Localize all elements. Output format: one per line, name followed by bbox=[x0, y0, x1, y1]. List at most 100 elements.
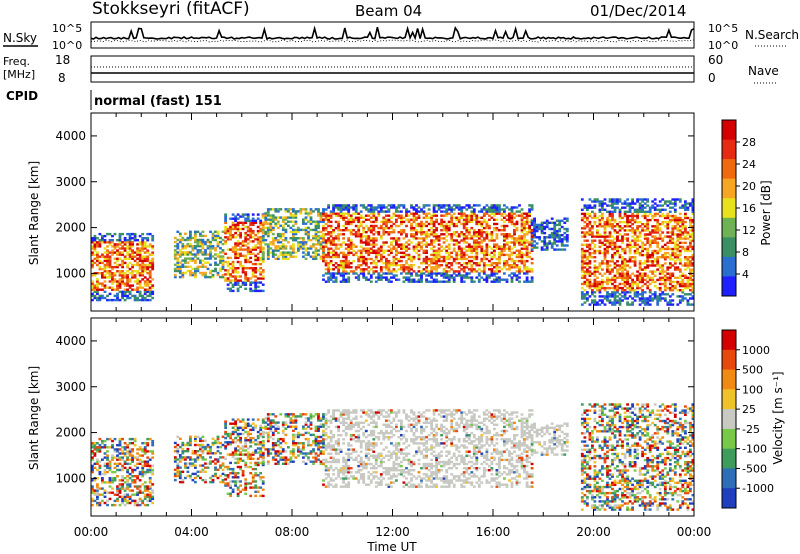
power-cell bbox=[515, 229, 519, 232]
power-cell bbox=[684, 206, 687, 209]
power-cell bbox=[518, 253, 521, 257]
power-cell bbox=[480, 229, 484, 232]
power-cell bbox=[490, 204, 494, 207]
power-cell bbox=[485, 210, 489, 213]
power-cell bbox=[636, 282, 639, 286]
power-cell bbox=[648, 276, 652, 279]
power-cell bbox=[510, 220, 514, 224]
power-cell bbox=[510, 237, 514, 240]
power-cell bbox=[477, 220, 481, 224]
power-cell bbox=[498, 247, 501, 250]
power-cell bbox=[141, 263, 145, 267]
power-cell bbox=[412, 218, 416, 221]
power-cell bbox=[141, 272, 145, 275]
power-cell bbox=[520, 257, 524, 261]
power-cell bbox=[523, 224, 526, 228]
power-cell bbox=[412, 229, 416, 232]
power-cell bbox=[304, 228, 308, 232]
power-cell bbox=[352, 206, 356, 209]
power-cell bbox=[390, 237, 393, 240]
power-cell bbox=[364, 241, 368, 244]
power-cell bbox=[515, 274, 519, 277]
power-cell bbox=[591, 247, 594, 251]
power-cell bbox=[460, 210, 464, 213]
power-cell bbox=[681, 295, 685, 298]
power-cell bbox=[281, 251, 285, 254]
power-cell bbox=[691, 231, 695, 234]
power-cell bbox=[515, 259, 519, 263]
power-cell bbox=[229, 256, 232, 260]
power-cell bbox=[292, 243, 295, 246]
power-cell bbox=[359, 237, 363, 240]
power-cell bbox=[354, 251, 358, 254]
power-cell bbox=[347, 251, 351, 254]
power-cell bbox=[191, 257, 195, 260]
power-cell bbox=[259, 273, 263, 276]
power-cell bbox=[498, 208, 501, 211]
power-cell bbox=[565, 238, 569, 241]
power-cell bbox=[189, 265, 192, 268]
power-cell bbox=[447, 266, 451, 269]
power-cell bbox=[442, 272, 446, 275]
velocity-cell bbox=[126, 456, 129, 459]
power-cell bbox=[462, 255, 466, 259]
power-cell bbox=[543, 236, 547, 239]
power-cell bbox=[596, 303, 599, 306]
power-cell bbox=[234, 227, 237, 231]
power-cell bbox=[417, 274, 421, 277]
power-cell bbox=[412, 214, 416, 217]
power-cell bbox=[226, 231, 230, 235]
power-cell bbox=[322, 224, 325, 228]
power-cell bbox=[618, 220, 622, 224]
power-cell bbox=[118, 257, 122, 260]
radar-title: Stokkseyri (fitACF) bbox=[92, 0, 250, 19]
power-cell bbox=[191, 267, 195, 271]
power-cell bbox=[503, 253, 506, 257]
power-cell bbox=[580, 276, 584, 279]
power-cell bbox=[480, 208, 484, 211]
power-cell bbox=[482, 206, 486, 209]
velocity-cell bbox=[111, 454, 114, 457]
velocity-cell bbox=[121, 485, 124, 488]
power-cell bbox=[176, 247, 180, 250]
power-cell bbox=[405, 224, 408, 228]
power-cell bbox=[101, 261, 104, 265]
power-cell bbox=[138, 259, 142, 263]
power-cell bbox=[678, 231, 682, 234]
power-cell bbox=[435, 253, 438, 257]
power-cell bbox=[651, 214, 655, 218]
power-cell bbox=[603, 208, 607, 211]
power-cell bbox=[668, 235, 672, 238]
power-cell bbox=[528, 214, 531, 217]
power-cell bbox=[432, 208, 436, 211]
power-cell bbox=[505, 262, 509, 265]
power-cell bbox=[490, 231, 494, 234]
power-cell bbox=[427, 235, 431, 238]
power-cell bbox=[214, 236, 217, 240]
power-cell bbox=[430, 226, 433, 230]
power-cell bbox=[226, 238, 230, 241]
power-cell bbox=[455, 253, 459, 257]
power-cell bbox=[442, 224, 446, 228]
power-cell bbox=[91, 263, 94, 267]
power-cell bbox=[658, 233, 662, 236]
power-cell bbox=[621, 235, 624, 238]
power-cell bbox=[281, 234, 285, 238]
velocity-cell bbox=[118, 458, 122, 461]
power-cell bbox=[472, 243, 476, 246]
power-cell bbox=[560, 219, 564, 222]
power-cell bbox=[598, 295, 602, 298]
power-cell bbox=[636, 216, 639, 220]
power-cell bbox=[681, 223, 685, 226]
velocity-cell bbox=[138, 491, 142, 494]
power-cell bbox=[591, 299, 594, 302]
power-cell bbox=[498, 251, 501, 254]
power-cell bbox=[357, 220, 361, 224]
power-cell bbox=[204, 240, 207, 244]
power-cell bbox=[379, 253, 383, 257]
power-cell bbox=[518, 235, 521, 238]
power-cell bbox=[626, 272, 629, 275]
power-cell bbox=[236, 229, 240, 233]
velocity-cell bbox=[133, 475, 137, 478]
power-cell bbox=[673, 260, 677, 263]
